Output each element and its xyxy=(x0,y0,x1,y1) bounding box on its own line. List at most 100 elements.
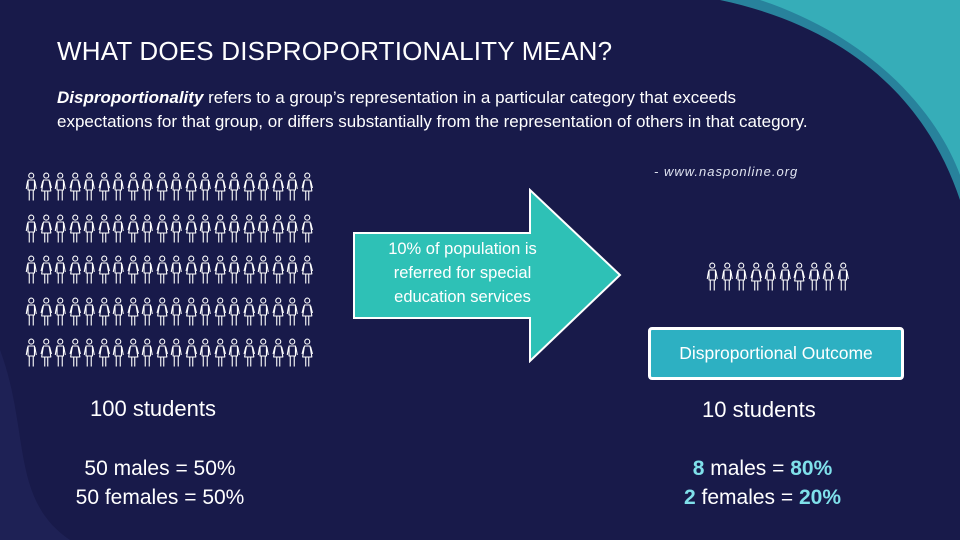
left-student-count: 100 students xyxy=(90,396,216,421)
female-person-icon xyxy=(301,338,313,367)
female-person-icon xyxy=(243,255,255,284)
female-person-icon xyxy=(69,214,81,242)
right-stat-males-num: 8 xyxy=(692,457,705,480)
male-person-icon xyxy=(83,172,95,201)
female-person-icon xyxy=(243,338,255,367)
male-person-icon xyxy=(112,255,124,284)
right-stat-males-pct: 80% xyxy=(790,457,833,480)
male-person-icon xyxy=(721,262,733,291)
male-person-icon xyxy=(54,214,66,242)
male-person-icon xyxy=(779,262,791,291)
male-person-icon xyxy=(112,338,124,367)
male-person-icon xyxy=(112,297,124,325)
female-person-icon xyxy=(127,214,139,242)
female-person-icon xyxy=(69,338,81,367)
male-person-icon xyxy=(25,172,37,201)
outcome-label: Disproportional Outcome xyxy=(679,343,873,363)
female-person-icon xyxy=(69,255,81,284)
male-person-icon xyxy=(170,214,182,242)
left-stats: 50 males = 50% 50 females = 50% xyxy=(40,454,280,512)
female-person-icon xyxy=(40,172,52,201)
female-person-icon xyxy=(214,297,226,325)
male-person-icon xyxy=(706,262,718,291)
male-person-icon xyxy=(54,338,66,367)
female-person-icon xyxy=(185,255,197,284)
source-citation: - www.nasponline.org xyxy=(654,164,799,179)
definition-paragraph: Disproportionality refers to a group’s r… xyxy=(57,86,827,134)
male-person-icon xyxy=(228,255,240,284)
male-person-icon xyxy=(112,172,124,201)
male-person-icon xyxy=(170,255,182,284)
right-stat-females-label: females = xyxy=(695,486,799,509)
male-person-icon xyxy=(257,214,269,242)
female-person-icon xyxy=(272,214,284,242)
male-person-icon xyxy=(141,297,153,325)
female-person-icon xyxy=(214,255,226,284)
male-person-icon xyxy=(228,297,240,325)
female-person-icon xyxy=(301,172,313,201)
right-stat-males: 8 males = 80% xyxy=(645,454,880,483)
female-person-icon xyxy=(301,297,313,325)
male-person-icon xyxy=(25,214,37,242)
right-stat-females-num: 2 xyxy=(683,486,696,509)
right-stat-males-label: males = xyxy=(704,457,791,480)
male-person-icon xyxy=(54,297,66,325)
male-person-icon xyxy=(286,214,298,242)
female-person-icon xyxy=(185,214,197,242)
female-person-icon xyxy=(185,338,197,367)
male-person-icon xyxy=(199,255,211,284)
female-person-icon xyxy=(214,338,226,367)
female-person-icon xyxy=(69,297,81,325)
female-person-icon xyxy=(156,297,168,325)
female-person-icon xyxy=(156,255,168,284)
female-person-icon xyxy=(156,338,168,367)
left-stat-males: 50 males = 50% xyxy=(84,457,236,480)
right-arrow-shape xyxy=(353,188,622,363)
male-person-icon xyxy=(170,338,182,367)
female-person-icon xyxy=(40,255,52,284)
female-person-icon xyxy=(98,172,110,201)
outcome-box: Disproportional Outcome xyxy=(648,327,904,380)
male-person-icon xyxy=(141,255,153,284)
male-person-icon xyxy=(112,214,124,242)
male-person-icon xyxy=(25,338,37,367)
male-person-icon xyxy=(735,262,747,291)
male-person-icon xyxy=(83,214,95,242)
male-person-icon xyxy=(228,214,240,242)
female-person-icon xyxy=(301,255,313,284)
male-person-icon xyxy=(54,255,66,284)
female-person-icon xyxy=(40,214,52,242)
slide-title: WHAT DOES DISPROPORTIONALITY MEAN? xyxy=(57,36,613,66)
male-person-icon xyxy=(822,262,834,291)
male-person-icon xyxy=(83,297,95,325)
male-person-icon xyxy=(83,338,95,367)
female-person-icon xyxy=(272,297,284,325)
left-stat-females: 50 females = 50% xyxy=(75,486,245,509)
female-person-icon xyxy=(243,214,255,242)
male-person-icon xyxy=(286,255,298,284)
female-person-icon xyxy=(243,172,255,201)
male-person-icon xyxy=(837,262,849,291)
female-person-icon xyxy=(156,172,168,201)
arrow-text: 10% of population is referred for specia… xyxy=(388,240,537,306)
definition-text: refers to a group’s representation in a … xyxy=(57,88,808,131)
female-person-icon xyxy=(127,172,139,201)
male-person-icon xyxy=(808,262,820,291)
female-person-icon xyxy=(214,172,226,201)
female-person-icon xyxy=(69,172,81,201)
male-person-icon xyxy=(199,172,211,201)
female-person-icon xyxy=(40,297,52,325)
female-person-icon xyxy=(272,255,284,284)
female-person-icon xyxy=(750,262,762,291)
right-stat-females: 2 females = 20% xyxy=(645,483,880,512)
female-person-icon xyxy=(272,338,284,367)
female-person-icon xyxy=(98,338,110,367)
female-person-icon xyxy=(40,338,52,367)
male-person-icon xyxy=(257,172,269,201)
male-person-icon xyxy=(286,338,298,367)
female-person-icon xyxy=(98,297,110,325)
male-person-icon xyxy=(141,172,153,201)
male-person-icon xyxy=(54,172,66,201)
female-person-icon xyxy=(127,338,139,367)
male-person-icon xyxy=(141,338,153,367)
